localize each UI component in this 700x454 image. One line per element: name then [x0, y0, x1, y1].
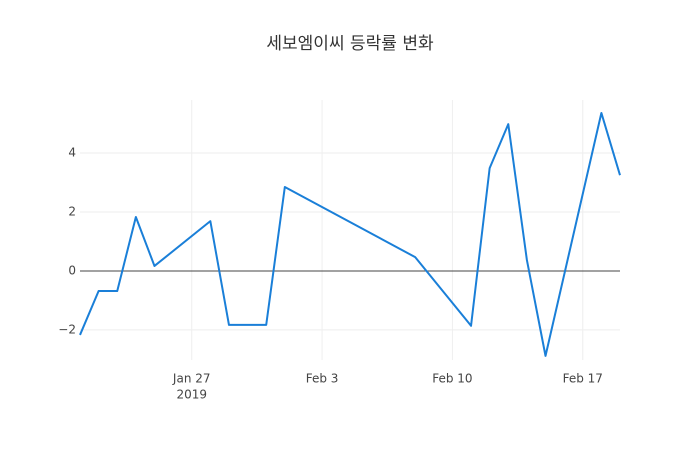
- line: [79, 111, 621, 357]
- chart-title: 세보엠이씨 등락률 변화: [266, 34, 434, 54]
- x-tick-label: Feb 10: [432, 372, 472, 386]
- x-tick-year: 2019: [176, 388, 207, 402]
- x-tick-label: Feb 17: [563, 372, 603, 386]
- y-tick-label: 4: [68, 146, 76, 160]
- y-tick-label: 0: [68, 263, 76, 277]
- x-tick-label: Jan 27: [172, 372, 211, 386]
- y-tick-label: 2: [68, 205, 76, 219]
- x-tick-label: Feb 3: [306, 372, 339, 386]
- y-tick-label: −2: [58, 322, 76, 336]
